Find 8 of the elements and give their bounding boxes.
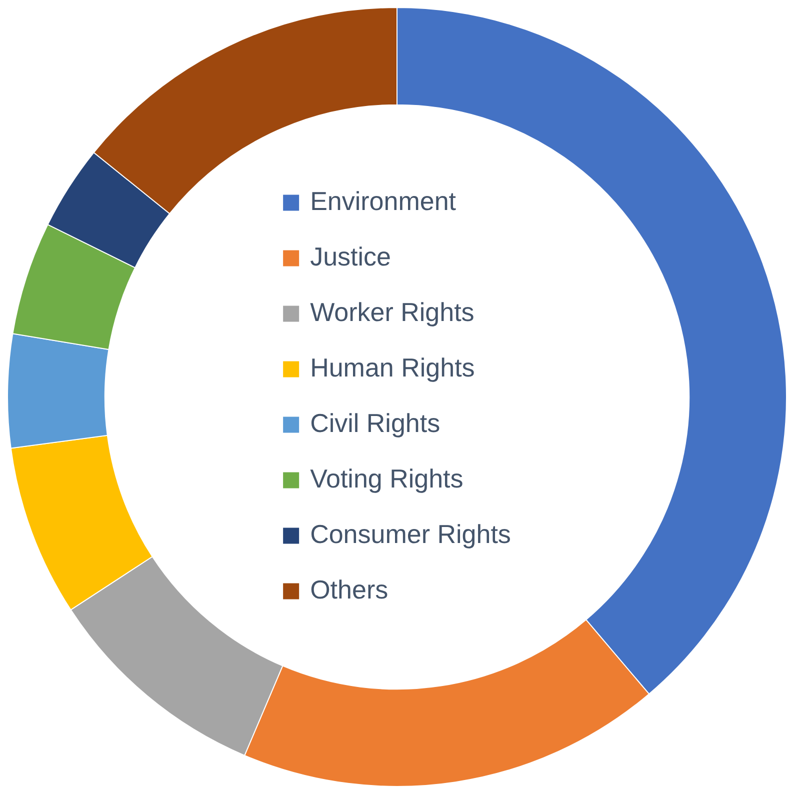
legend-label: Consumer Rights bbox=[310, 518, 511, 549]
legend-label: Justice bbox=[310, 241, 391, 272]
legend-label: Voting Rights bbox=[310, 463, 464, 494]
legend-label: Civil Rights bbox=[310, 408, 440, 438]
legend-label: Environment bbox=[310, 186, 457, 216]
legend-label: Others bbox=[310, 574, 388, 604]
legend-label: Human Rights bbox=[310, 352, 475, 382]
legend-label: Worker Rights bbox=[310, 296, 474, 327]
